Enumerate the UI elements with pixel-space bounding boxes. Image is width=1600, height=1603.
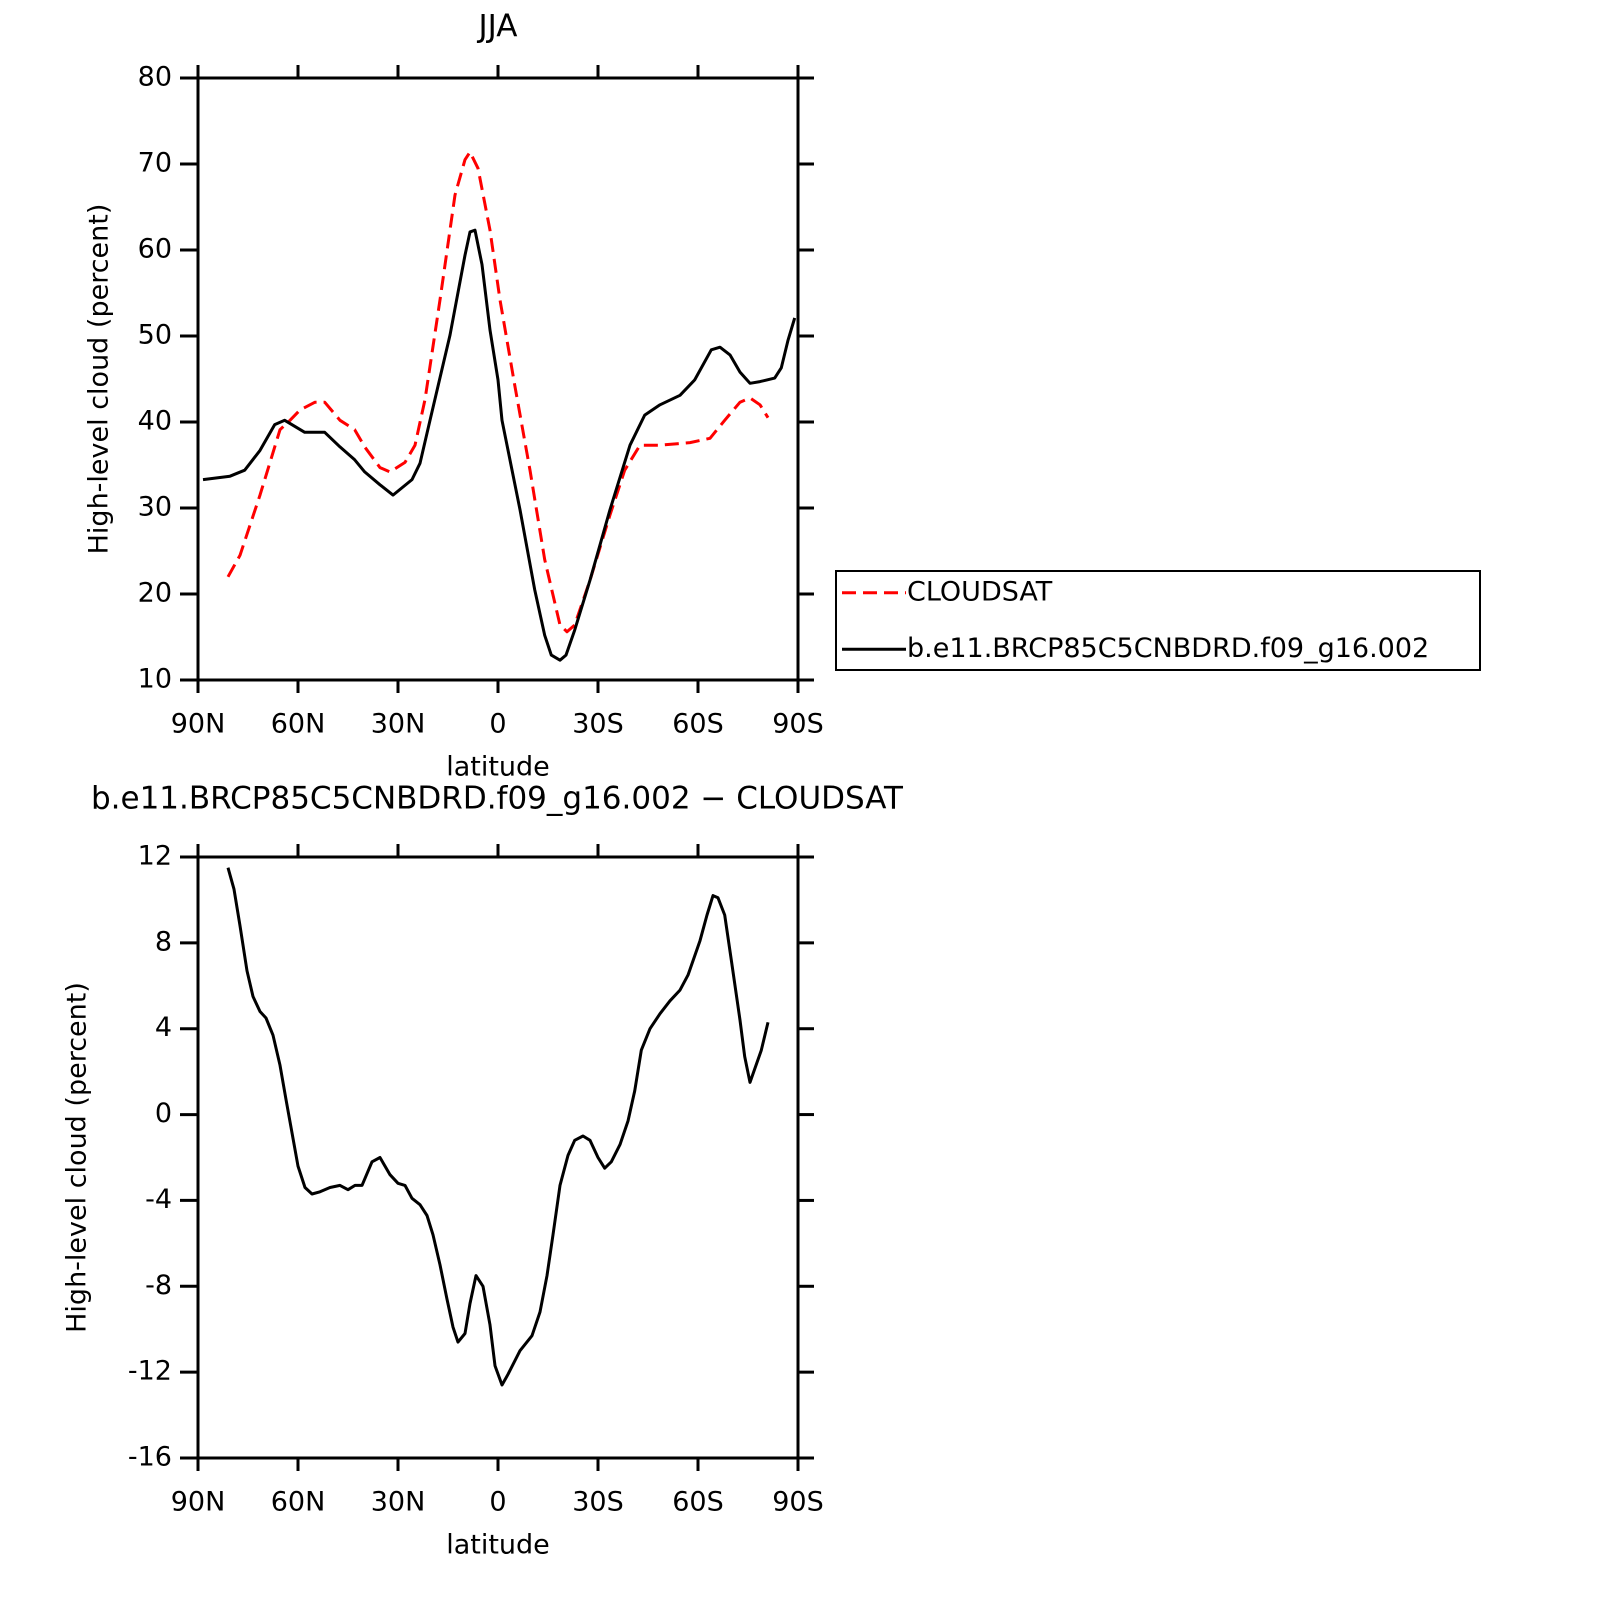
y-tick-label: 40 — [138, 406, 172, 437]
y-tick-label: 30 — [138, 492, 172, 523]
x-tick-label: 30N — [371, 1487, 426, 1518]
x-tick-label: 60N — [271, 709, 326, 740]
x-tick-label: 30S — [572, 709, 624, 740]
y-tick-label: -8 — [145, 1270, 172, 1301]
y-tick-label: 0 — [155, 1098, 172, 1129]
legend-label: b.e11.BRCP85C5CNBDRD.f09_g16.002 — [907, 633, 1429, 664]
y-tick-label: -4 — [145, 1184, 172, 1215]
x-tick-label: 90N — [171, 709, 226, 740]
x-tick-label: 90N — [171, 1487, 226, 1518]
series-line — [226, 150, 770, 634]
y-tick-label: -12 — [128, 1356, 172, 1387]
chart-title: JJA — [477, 9, 518, 45]
y-tick-label: 12 — [138, 841, 172, 872]
plot-frame — [196, 855, 800, 1460]
x-tick-label: 60S — [672, 709, 724, 740]
x-tick-label: 90S — [772, 1487, 824, 1518]
x-tick-label: 60S — [672, 1487, 724, 1518]
y-tick-label: 80 — [138, 62, 172, 93]
series-line — [226, 867, 770, 1387]
x-tick-label: 0 — [489, 1487, 506, 1518]
y-tick-label: 50 — [138, 320, 172, 351]
legend-box — [835, 570, 1481, 671]
x-axis-label: latitude — [446, 752, 550, 783]
x-tick-label: 60N — [271, 1487, 326, 1518]
legend-label: CLOUDSAT — [907, 576, 1053, 607]
x-axis-label: latitude — [446, 1530, 550, 1561]
y-tick-label: 8 — [155, 926, 172, 957]
x-tick-label: 30N — [371, 709, 426, 740]
y-tick-label: -16 — [128, 1442, 172, 1473]
x-tick-label: 0 — [489, 709, 506, 740]
y-tick-label: 70 — [138, 148, 172, 179]
y-tick-label: 10 — [138, 664, 172, 695]
x-tick-label: 30S — [572, 1487, 624, 1518]
y-axis-label: High-level cloud (percent) — [62, 982, 93, 1333]
y-axis-label: High-level cloud (percent) — [84, 204, 115, 555]
series-line — [202, 228, 797, 662]
x-tick-label: 90S — [772, 709, 824, 740]
y-tick-label: 4 — [155, 1012, 172, 1043]
chart-title: b.e11.BRCP85C5CNBDRD.f09_g16.002 − CLOUD… — [91, 781, 904, 817]
y-tick-label: 60 — [138, 234, 172, 265]
y-tick-label: 20 — [138, 578, 172, 609]
